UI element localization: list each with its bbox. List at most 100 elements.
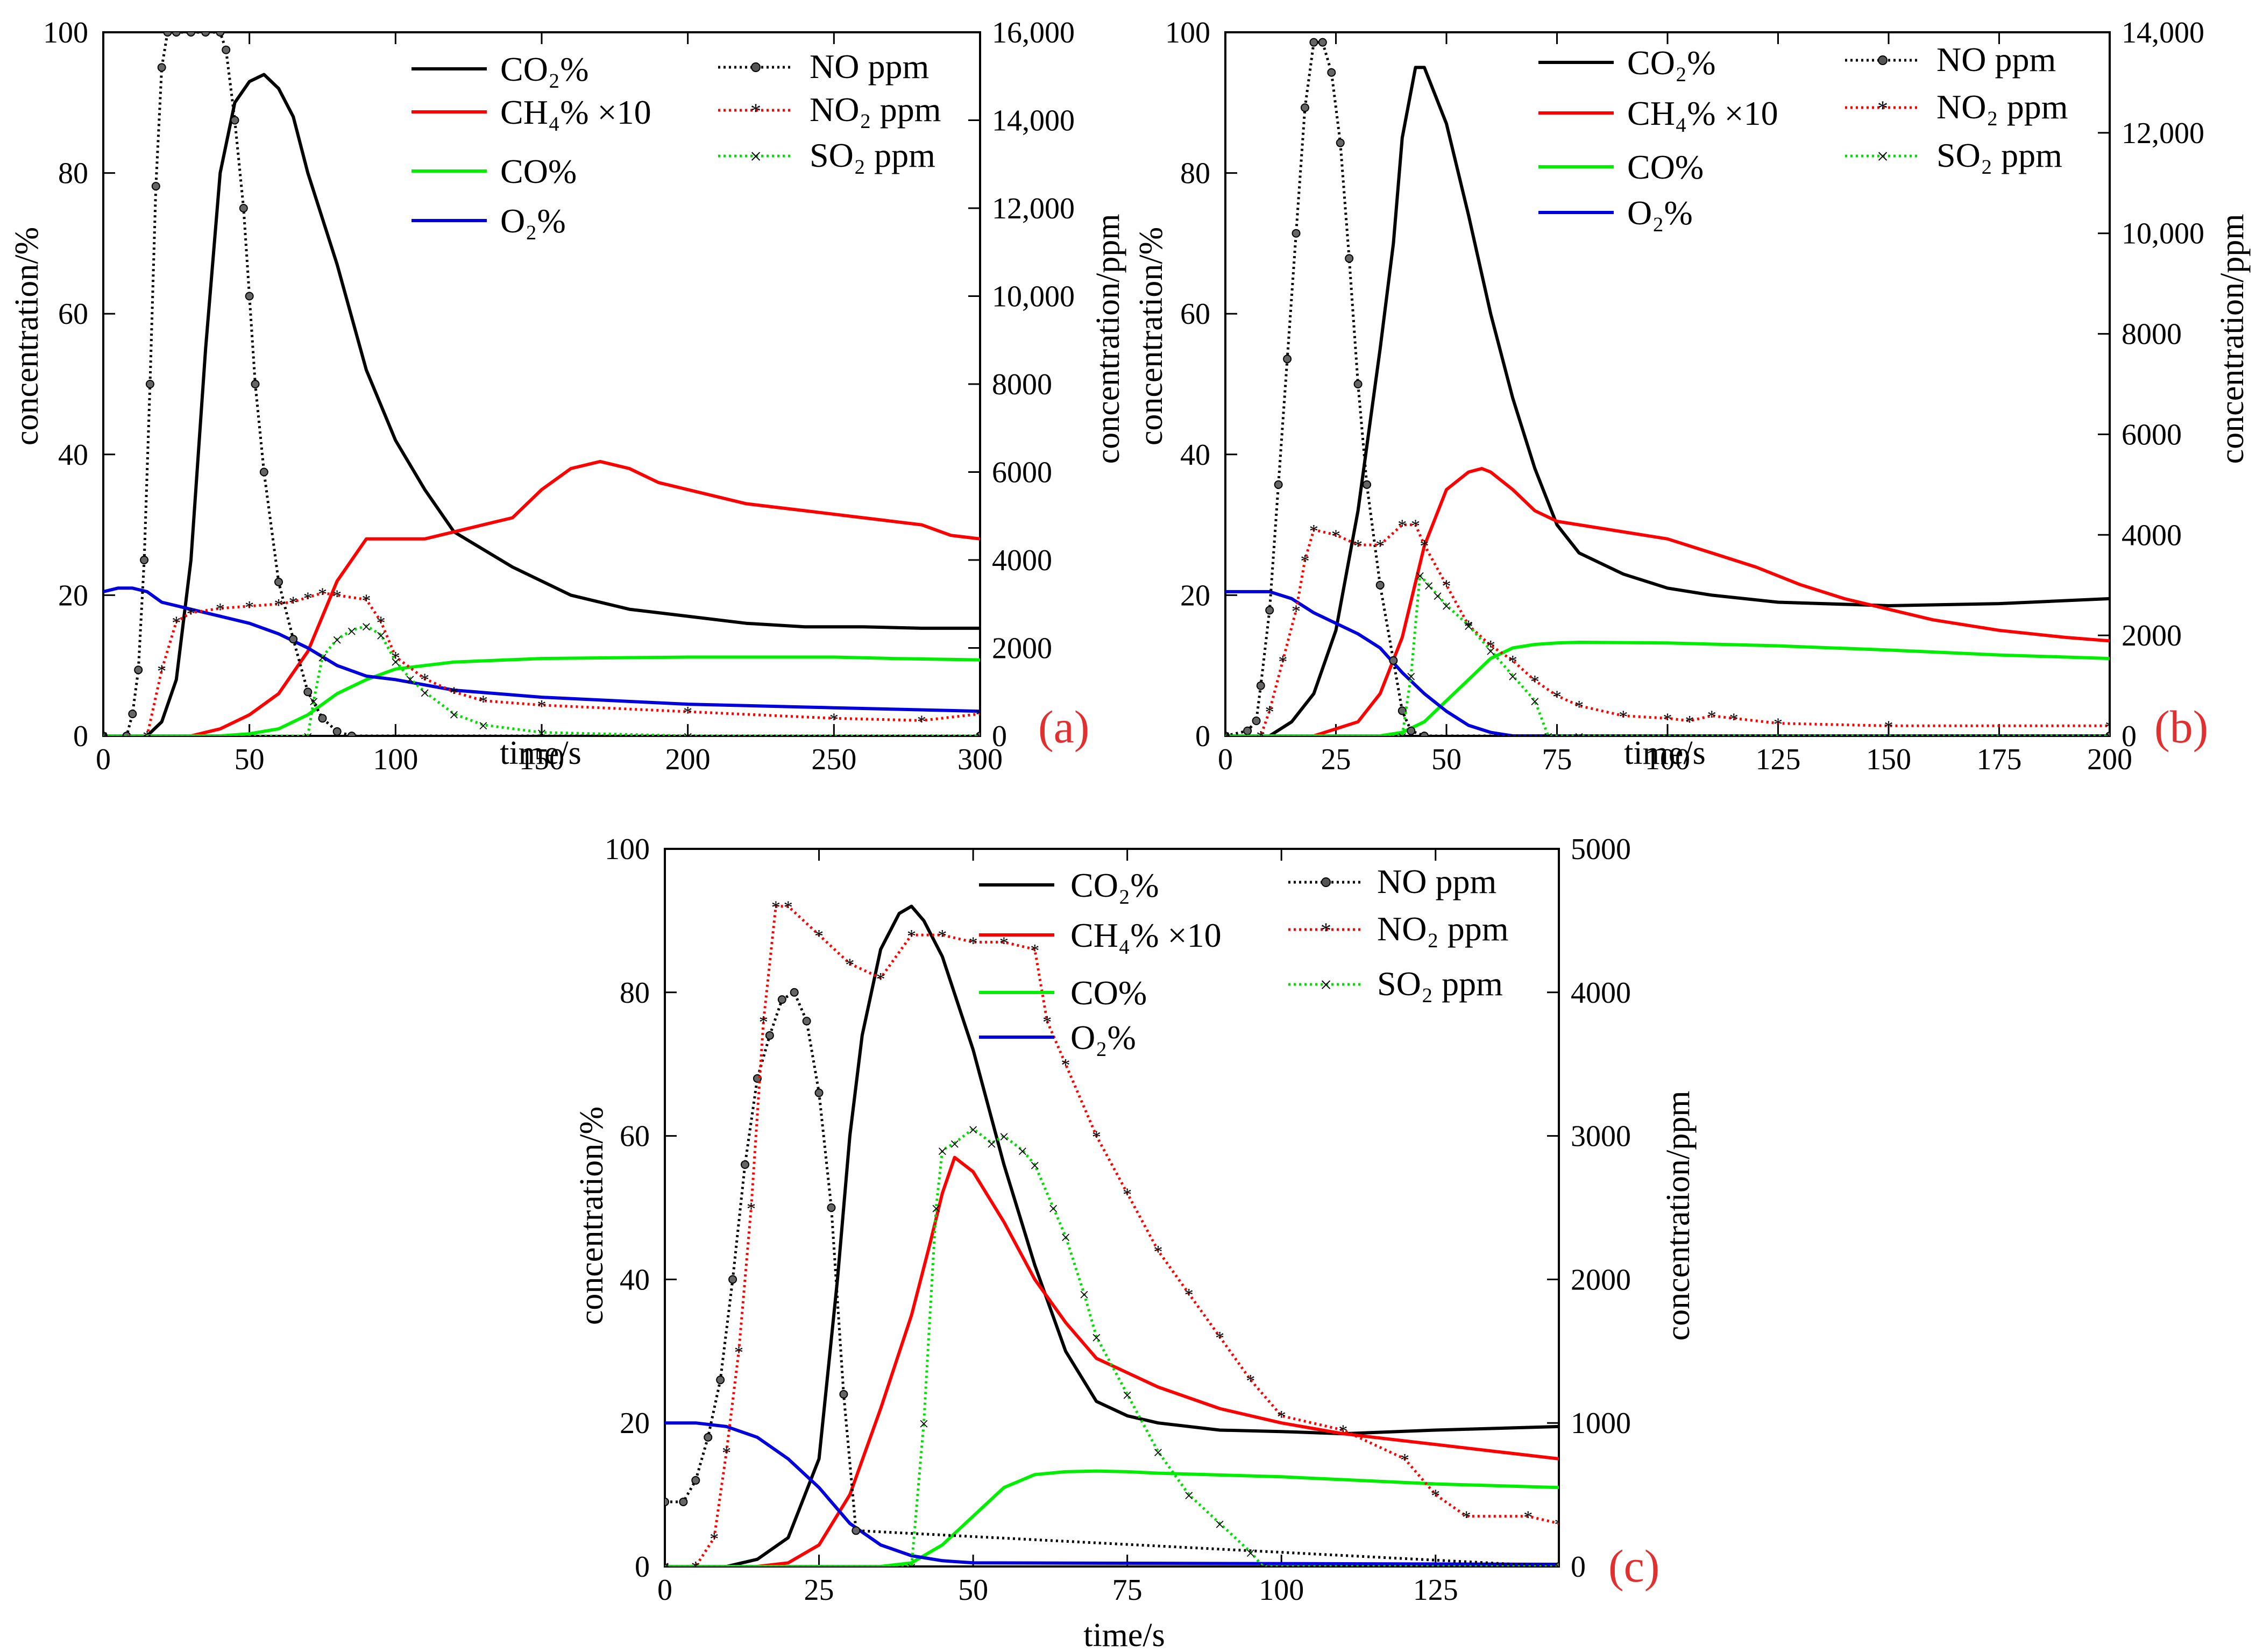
panel-b: 0 25 50 75 100 125 150 175 200020406080100020004…	[1133, 16, 2251, 776]
marker-no	[347, 732, 356, 736]
marker-no2: *	[1353, 536, 1363, 556]
marker-so2: ×	[659, 1558, 670, 1578]
marker-no	[777, 995, 786, 1004]
marker-no	[814, 1088, 824, 1097]
marker-so2: ×	[1424, 577, 1434, 597]
y2-tick-label: 2000	[2122, 619, 2182, 653]
marker-no2: *	[1309, 521, 1318, 541]
x-tick-label: 100	[1259, 1573, 1304, 1607]
marker-no2: *	[1292, 601, 1301, 621]
y2-tick-label: 5000	[1571, 833, 1631, 866]
marker-no	[230, 116, 239, 125]
marker-so2: ×	[1553, 1558, 1564, 1578]
marker-so2: ×	[1215, 1515, 1225, 1535]
y-tick-label: 0	[635, 1550, 650, 1584]
marker-no	[122, 732, 131, 736]
y2-tick-label: 2000	[1571, 1263, 1631, 1296]
marker-no2: *	[1092, 1128, 1101, 1147]
marker-no2: *	[683, 703, 692, 723]
legend-co2: CO₂%	[412, 50, 589, 88]
series-group: ****************************××××××××××××…	[1225, 38, 2110, 747]
marker-no2: *	[1884, 717, 1893, 737]
y-tick-label: 40	[1180, 438, 1210, 472]
marker-no2: *	[691, 1558, 700, 1578]
legend-ch4: CH₄% ×10	[412, 93, 651, 131]
legend-o2-label: O₂%	[1627, 194, 1693, 232]
marker-no	[1407, 726, 1416, 735]
marker-no2: *	[1508, 652, 1517, 672]
y2-tick-label: 10,000	[2122, 217, 2204, 251]
y-tick-label: 100	[605, 833, 650, 866]
x-tick-label: 150	[1866, 743, 1911, 776]
marker-no2: *	[917, 712, 926, 732]
y2-tick-label: 4000	[992, 544, 1052, 577]
y-tick-label: 0	[73, 720, 88, 753]
marker-no	[201, 32, 210, 37]
marker-no2: *	[969, 933, 978, 953]
y-tick-label: 20	[1180, 579, 1210, 612]
marker-so2: ×	[931, 1199, 941, 1219]
series-o2-line	[665, 1421, 1559, 1566]
legend-so2: × SO₂ ppm	[1288, 965, 1503, 1003]
y-tick-label: 40	[620, 1263, 650, 1296]
y2-tick-label: 0	[1571, 1550, 1586, 1584]
marker-so2: ×	[449, 705, 459, 725]
marker-so2: ×	[98, 727, 108, 747]
marker-so2: ×	[1530, 692, 1540, 712]
marker-so2: ×	[683, 727, 693, 747]
y-tick-label: 80	[58, 157, 88, 190]
series-co-line	[665, 1469, 1559, 1566]
legend-co2-label: CO₂%	[500, 50, 589, 88]
marker-no2: *	[1773, 715, 1783, 735]
marker-so2: ×	[999, 1128, 1009, 1147]
marker-no	[1283, 354, 1292, 364]
marker-no2: *	[1555, 1515, 1564, 1535]
legend-co-label: CO%	[500, 152, 577, 190]
panel-c-y2label: concentration/ppm	[1660, 1091, 1697, 1341]
marker-no	[239, 204, 248, 212]
marker-no	[145, 380, 154, 388]
marker-no2: *	[710, 1529, 719, 1549]
panel-c-xlabel: time/s	[1083, 1617, 1165, 1652]
marker-no	[318, 714, 327, 723]
marker-no	[704, 1433, 713, 1442]
svg-text:×: ×	[750, 144, 762, 168]
marker-no2: *	[759, 1012, 768, 1032]
panel-a-label: (a)	[1038, 701, 1089, 753]
marker-no	[332, 727, 342, 736]
legend-co-label: CO%	[1627, 148, 1704, 186]
marker-so2: ×	[1030, 1156, 1040, 1176]
marker-no2: *	[1256, 727, 1265, 747]
marker-no	[1327, 68, 1336, 77]
y-tick-label: 20	[58, 579, 88, 612]
svg-text:×: ×	[1877, 144, 1889, 168]
marker-so2: ×	[1486, 642, 1496, 662]
legend-no-label: NO ppm	[810, 47, 929, 86]
y-tick-label: 60	[620, 1120, 650, 1153]
marker-no2: *	[274, 595, 283, 615]
legend-so2-label: SO₂ ppm	[1377, 965, 1503, 1003]
y-tick-label: 40	[58, 438, 88, 472]
marker-so2: ×	[536, 724, 547, 743]
marker-no2: *	[289, 593, 298, 613]
legend-no2: * NO₂ ppm	[1845, 88, 2068, 126]
panel-c-plot-area: 0 25 50 75 100 125020406080100010002000300040…	[605, 833, 1631, 1607]
x-tick-label: 50	[958, 1573, 988, 1607]
panel-b-ylabel: concentration/%	[1133, 227, 1169, 445]
marker-so2: ×	[1017, 1141, 1027, 1161]
marker-no2: *	[845, 955, 854, 975]
marker-no	[289, 635, 298, 644]
y-tick-label: 80	[1180, 157, 1210, 190]
marker-no2: *	[99, 727, 108, 747]
svg-text:*: *	[750, 99, 761, 123]
marker-no2: *	[187, 604, 196, 624]
legend-no-label: NO ppm	[1936, 40, 2056, 79]
marker-no2: *	[318, 584, 327, 604]
marker-no	[790, 988, 799, 997]
legend-ch4-label: CH₄% ×10	[1070, 916, 1222, 954]
x-tick-label: 50	[1431, 743, 1462, 776]
marker-no	[140, 556, 149, 564]
legend-no2-label: NO₂ ppm	[1377, 910, 1509, 948]
y2-tick-label: 16,000	[992, 16, 1075, 49]
y-tick-label: 80	[620, 976, 650, 1010]
